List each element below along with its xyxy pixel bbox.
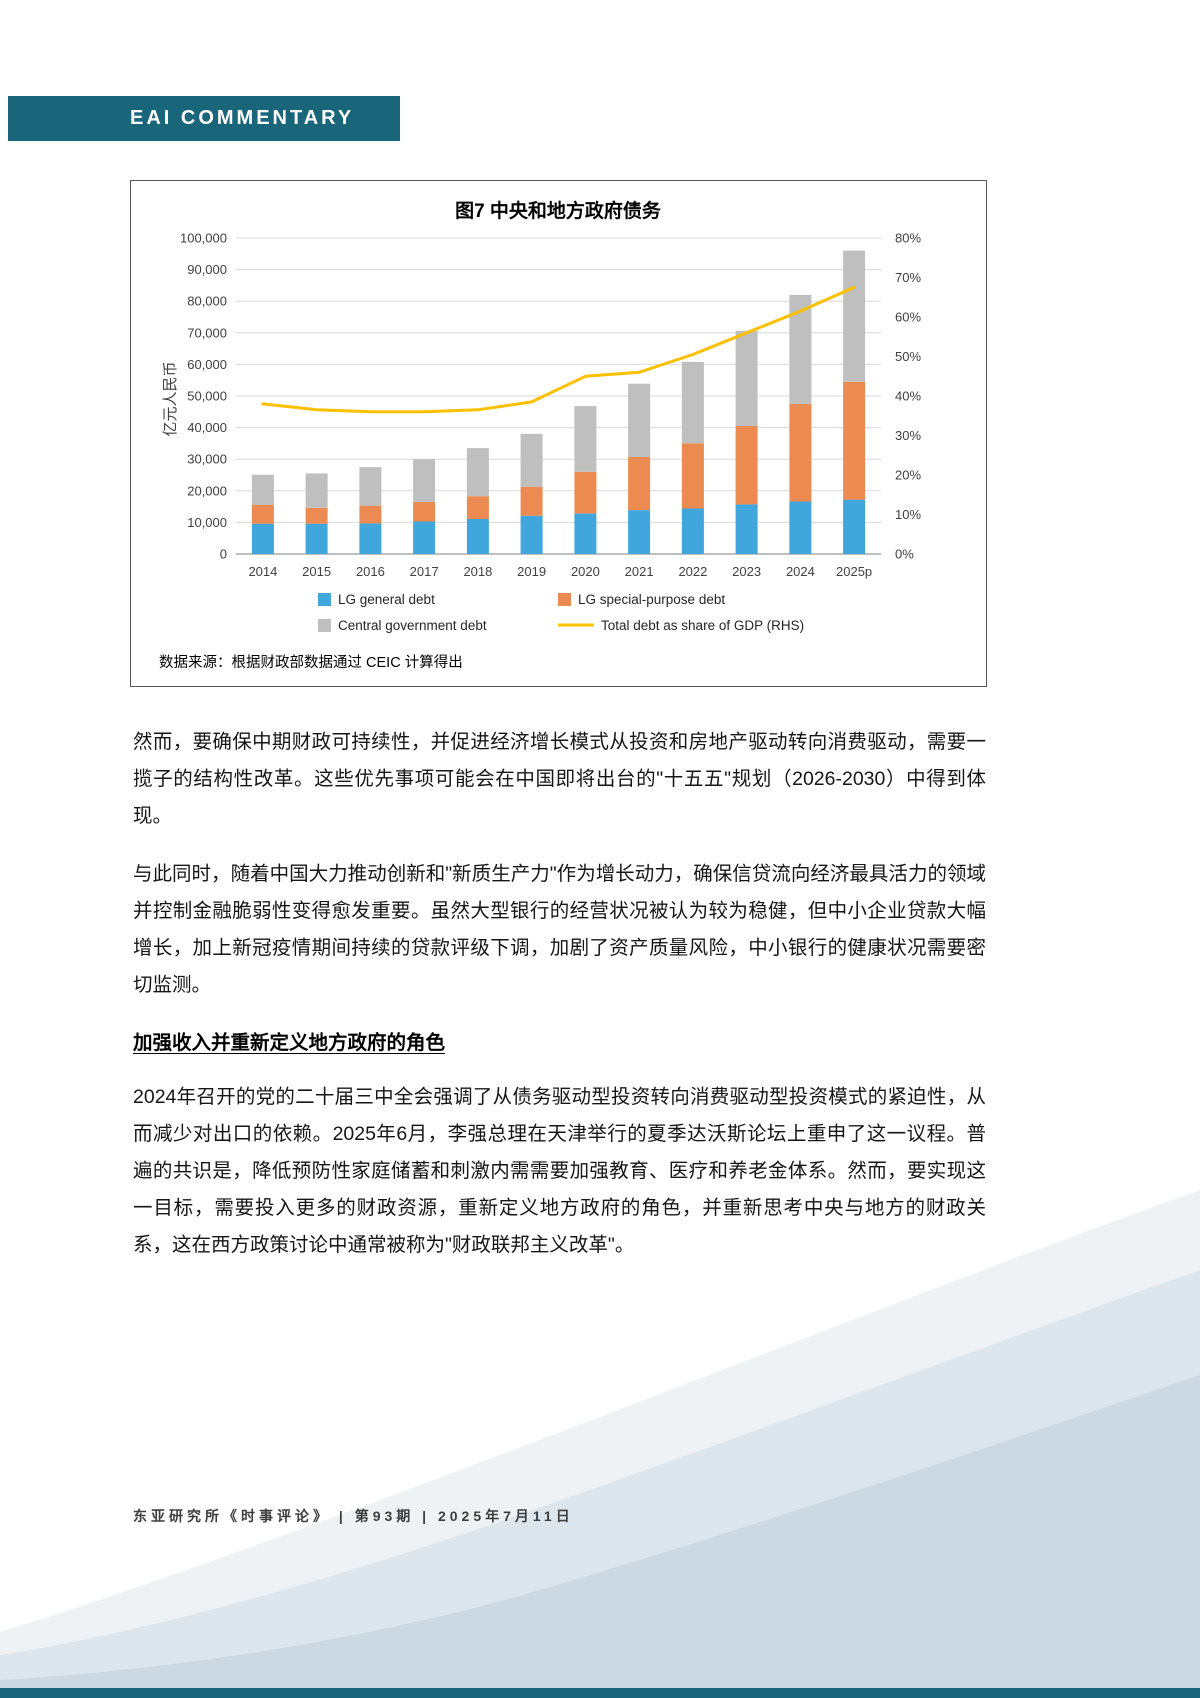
x-axis-tick-label: 2023: [732, 564, 761, 579]
right-axis-tick-label: 80%: [895, 231, 921, 246]
bar-segment: [681, 508, 704, 554]
left-axis-tick-label: 40,000: [187, 420, 227, 435]
paragraph-1: 然而，要确保中期财政可持续性，并促进经济增长模式从投资和房地产驱动转向消费驱动，…: [133, 731, 986, 827]
right-axis-tick-label: 0%: [895, 547, 914, 562]
bar-segment: [628, 383, 651, 457]
legend-swatch: [318, 593, 331, 606]
bar-segment: [843, 381, 866, 500]
bar-segment: [681, 443, 704, 509]
bar-segment: [305, 523, 328, 554]
debt-chart-figure: 0 10,000 20,000 30,000 40,000 50,000 60,000 70,…: [130, 180, 987, 687]
bar-segment: [413, 459, 436, 502]
left-axis-tick-label: 100,000: [180, 231, 227, 246]
swoosh-band-dark: [0, 1375, 1200, 1698]
left-axis-tick-label: 60,000: [187, 357, 227, 372]
paragraph-3: 2024年召开的党的二十届三中全会强调了从债务驱动型投资转向消费驱动型投资模式的…: [133, 1086, 986, 1256]
bar-segment: [520, 486, 543, 516]
bar-segment: [413, 501, 436, 522]
bar-segment: [251, 474, 274, 505]
right-axis-tick-label: 50%: [895, 349, 921, 364]
bottom-teal-bar: [0, 1688, 1200, 1698]
left-axis-tick-label: 20,000: [187, 483, 227, 498]
bar-segment: [466, 496, 489, 519]
bar-segment: [359, 523, 382, 554]
header-title: EAI COMMENTARY: [130, 107, 355, 129]
chart-y-axis-label: 亿元人民币: [162, 361, 179, 436]
bar-segment: [574, 513, 597, 554]
bar-segment: [843, 250, 866, 382]
bar-segment: [413, 521, 436, 554]
body-text: 然而，要确保中期财政可持续性，并促进经济增长模式从投资和房地产驱动转向消费驱动，…: [133, 724, 986, 1285]
section-heading: 加强收入并重新定义地方政府的角色: [133, 1032, 446, 1054]
legend-label: LG general debt: [338, 592, 435, 607]
bar-segment: [574, 406, 597, 472]
bar-segment: [359, 467, 382, 506]
bar-segment: [466, 448, 489, 497]
bar-segment: [681, 361, 704, 444]
right-axis-tick-label: 40%: [895, 389, 921, 404]
right-axis-tick-label: 60%: [895, 310, 921, 325]
bar-segment: [628, 510, 651, 554]
bar-segment: [305, 473, 328, 508]
x-axis-tick-label: 2025p: [836, 564, 872, 579]
left-axis-tick-label: 30,000: [187, 452, 227, 467]
x-axis-tick-label: 2015: [302, 564, 331, 579]
right-axis-tick-label: 20%: [895, 468, 921, 483]
right-axis-tick-label: 10%: [895, 507, 921, 522]
x-axis-tick-label: 2022: [678, 564, 707, 579]
bar-segment: [789, 403, 812, 502]
x-axis-tick-label: 2019: [517, 564, 546, 579]
bar-segment: [251, 504, 274, 524]
paragraph-2: 与此同时，随着中国大力推动创新和"新质生产力"作为增长动力，确保信贷流向经济最具…: [133, 863, 986, 996]
x-axis-tick-label: 2017: [410, 564, 439, 579]
right-axis-tick-label: 70%: [895, 270, 921, 285]
background-swoosh-art: [0, 1190, 1200, 1698]
right-axis-tick-label: 30%: [895, 428, 921, 443]
x-axis-tick-label: 2018: [463, 564, 492, 579]
x-axis-tick-label: 2016: [356, 564, 385, 579]
debt-chart: 0 10,000 20,000 30,000 40,000 50,000 60,000 70,…: [159, 199, 921, 671]
x-axis-tick-label: 2021: [625, 564, 654, 579]
bar-segment: [628, 457, 651, 511]
bar-segment: [789, 294, 812, 404]
left-axis-tick-label: 80,000: [187, 294, 227, 309]
bar-segment: [843, 499, 866, 554]
left-axis-tick-label: 90,000: [187, 262, 227, 277]
legend-label: Central government debt: [338, 618, 487, 633]
x-axis-tick-label: 2020: [571, 564, 600, 579]
bar-segment: [789, 501, 812, 554]
footer-text: 东亚研究所《时事评论》 | 第93期 | 2025年7月11日: [133, 1508, 574, 1524]
bar-segment: [735, 504, 758, 554]
bar-segment: [305, 507, 328, 524]
left-axis-tick-label: 50,000: [187, 389, 227, 404]
left-axis-tick-label: 0: [220, 547, 227, 562]
legend-label: LG special-purpose debt: [578, 592, 725, 607]
bar-segment: [251, 523, 274, 554]
legend-swatch: [558, 593, 571, 606]
left-axis-tick-label: 70,000: [187, 325, 227, 340]
chart-title: 图7 中央和地方政府债务: [455, 199, 662, 222]
chart-source-note: 数据来源：根据财政部数据通过 CEIC 计算得出: [159, 654, 463, 671]
header-bar: EAI COMMENTARY: [8, 96, 400, 141]
bar-segment: [735, 330, 758, 426]
gdp-share-line: [261, 285, 856, 414]
x-axis-tick-label: 2014: [248, 564, 277, 579]
bar-segment: [735, 426, 758, 505]
bar-segment: [359, 505, 382, 524]
legend-swatch: [318, 619, 331, 632]
bar-segment: [520, 515, 543, 554]
bar-segment: [520, 433, 543, 487]
left-axis-tick-label: 10,000: [187, 515, 227, 530]
legend-label: Total debt as share of GDP (RHS): [601, 618, 804, 633]
bar-segment: [466, 518, 489, 554]
bar-segment: [574, 471, 597, 514]
x-axis-tick-label: 2024: [786, 564, 815, 579]
